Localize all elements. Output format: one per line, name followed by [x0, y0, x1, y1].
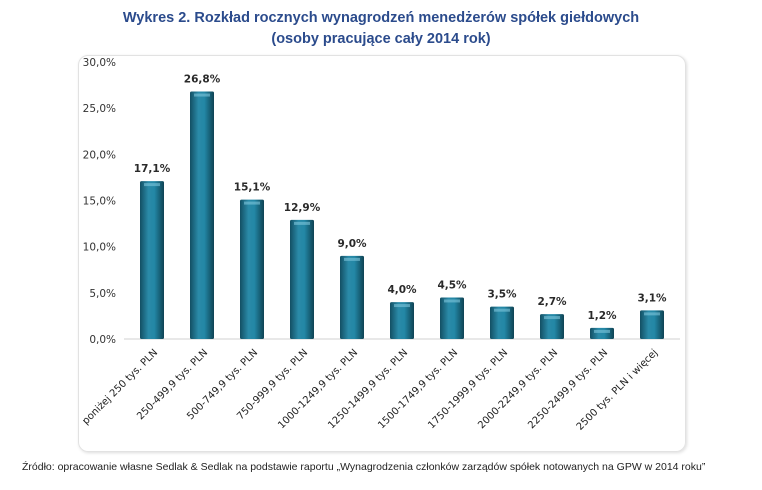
y-tick-label: 25,0% — [83, 103, 116, 115]
bar-highlight — [294, 221, 310, 225]
y-tick-label: 10,0% — [83, 242, 116, 254]
bar-highlight — [244, 201, 260, 205]
chart-subtitle: (osoby pracujące cały 2014 rok) — [271, 31, 491, 47]
bar — [590, 327, 614, 339]
bar-highlight — [594, 329, 610, 333]
data-label: 9,0% — [337, 238, 367, 250]
bar — [490, 306, 514, 339]
bar — [340, 255, 364, 339]
bar — [290, 219, 314, 339]
data-label: 3,1% — [637, 292, 667, 304]
data-label: 3,5% — [487, 289, 517, 301]
bar — [190, 91, 214, 340]
x-tick-label: 2500 tys. PLN i więcej — [575, 347, 660, 432]
bar — [390, 302, 414, 339]
bar — [140, 181, 164, 339]
bar-highlight — [444, 299, 460, 303]
bar-highlight — [494, 308, 510, 312]
data-label: 17,1% — [134, 163, 171, 175]
bar — [540, 314, 564, 339]
bar-highlight — [544, 316, 560, 320]
y-tick-label: 5,0% — [89, 288, 116, 300]
bar-highlight — [344, 257, 360, 261]
bar — [440, 297, 464, 339]
y-tick-label: 15,0% — [83, 196, 116, 208]
bar-highlight — [144, 183, 160, 187]
data-label: 1,2% — [587, 310, 617, 322]
y-tick-label: 0,0% — [89, 334, 116, 346]
bar — [640, 310, 664, 339]
bar-highlight — [394, 304, 410, 308]
y-tick-label: 20,0% — [83, 149, 116, 161]
y-tick-label: 30,0% — [83, 57, 116, 69]
data-label: 12,9% — [284, 202, 321, 214]
data-label: 4,5% — [437, 279, 467, 291]
bar — [240, 199, 264, 339]
plot-frame — [78, 55, 686, 452]
data-label: 2,7% — [537, 296, 567, 308]
bar-highlight — [644, 312, 660, 316]
data-label: 26,8% — [184, 74, 221, 86]
source-note: Źródło: opracowanie własne Sedlak & Sedl… — [22, 461, 706, 473]
data-label: 15,1% — [234, 182, 271, 194]
chart-title: Wykres 2. Rozkład rocznych wynagrodzeń m… — [122, 10, 640, 26]
data-label: 4,0% — [387, 284, 417, 296]
bar-highlight — [194, 93, 210, 97]
